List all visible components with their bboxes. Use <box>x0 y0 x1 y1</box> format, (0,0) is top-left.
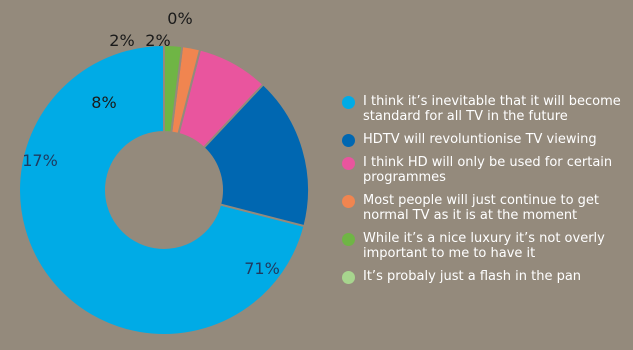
value-label-5: 0% <box>167 9 192 28</box>
legend-item: HDTV will revoluntionise TV viewing <box>342 132 632 147</box>
value-label-0: 71% <box>244 259 280 278</box>
legend-item: I think it’s inevitable that it will bec… <box>342 94 632 124</box>
legend-swatch-3 <box>342 195 355 208</box>
legend-label: I think it’s inevitable that it will bec… <box>363 94 621 124</box>
value-label-1: 17% <box>22 151 58 170</box>
value-label-4: 2% <box>145 31 170 50</box>
legend-swatch-4 <box>342 233 355 246</box>
donut-chart: 71% 17% 8% 2% 2% 0% <box>18 9 310 336</box>
legend-item: I think HD will only be used for certain… <box>342 155 632 185</box>
legend-swatch-1 <box>342 134 355 147</box>
legend-item: While it’s a nice luxury it’s not overly… <box>342 231 632 261</box>
legend-swatch-2 <box>342 157 355 170</box>
value-label-2: 8% <box>91 93 116 112</box>
legend-swatch-5 <box>342 271 355 284</box>
legend-label: HDTV will revoluntionise TV viewing <box>363 132 597 147</box>
legend-swatch-0 <box>342 96 355 109</box>
value-label-3: 2% <box>109 31 134 50</box>
legend-item: Most people will just continue to get no… <box>342 193 632 223</box>
legend-label: While it’s a nice luxury it’s not overly… <box>363 231 605 261</box>
legend-item: It’s probaly just a flash in the pan <box>342 269 632 284</box>
legend-label: Most people will just continue to get no… <box>363 193 600 223</box>
legend: I think it’s inevitable that it will bec… <box>342 94 632 292</box>
slice-0 <box>18 43 306 336</box>
legend-label: I think HD will only be used for certain… <box>363 155 613 185</box>
legend-label: It’s probaly just a flash in the pan <box>363 269 582 284</box>
slice-4 <box>163 43 184 134</box>
